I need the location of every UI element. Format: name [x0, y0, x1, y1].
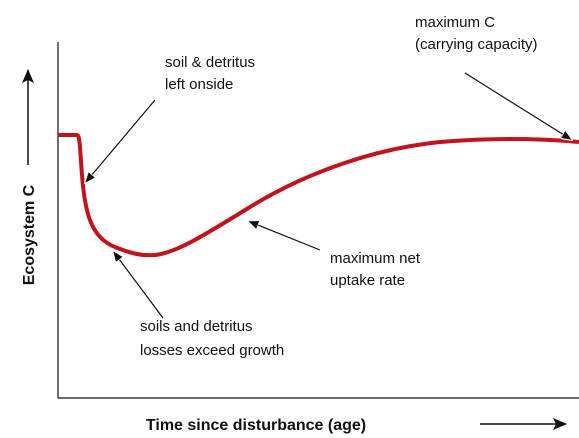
- y-axis-label: Ecosystem C: [21, 184, 38, 285]
- annotation-line: left onside: [165, 76, 233, 93]
- annotation-line: uptake rate: [330, 272, 405, 289]
- annotation: maximum net uptake rate: [330, 250, 424, 289]
- annotation-arrow: [85, 99, 156, 183]
- annotation-line: losses exceed growth: [140, 342, 284, 359]
- annotation-line: soils and detritus: [140, 318, 253, 335]
- x-axis-label: Time since disturbance (age): [146, 417, 366, 434]
- annotation-line: maximum C: [415, 14, 495, 31]
- annotation: soil & detritus left onside: [165, 54, 259, 93]
- annotation-line: (carrying capacity): [415, 36, 538, 53]
- annotation-line: soil & detritus: [165, 54, 255, 71]
- annotation-line: maximum net: [330, 250, 421, 267]
- carbon-curve: [58, 133, 579, 258]
- annotation: maximum C (carrying capacity): [415, 14, 538, 53]
- annotation-arrow: [248, 221, 321, 251]
- annotation: soils and detritus losses exceed growth: [140, 318, 284, 359]
- annotation-arrow: [464, 72, 572, 140]
- annotation-arrow: [113, 251, 164, 319]
